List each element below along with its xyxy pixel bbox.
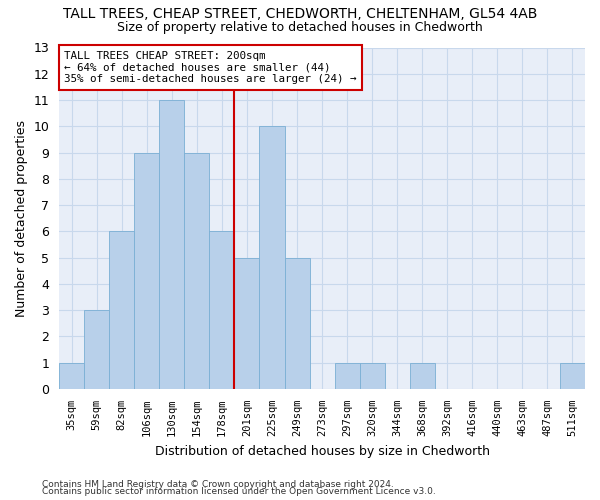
Bar — [184, 152, 209, 389]
Y-axis label: Number of detached properties: Number of detached properties — [15, 120, 28, 316]
Bar — [359, 362, 385, 389]
Text: Contains HM Land Registry data © Crown copyright and database right 2024.: Contains HM Land Registry data © Crown c… — [42, 480, 394, 489]
Bar — [59, 362, 84, 389]
Bar — [284, 258, 310, 389]
Text: TALL TREES CHEAP STREET: 200sqm
← 64% of detached houses are smaller (44)
35% of: TALL TREES CHEAP STREET: 200sqm ← 64% of… — [64, 51, 357, 84]
Bar — [560, 362, 585, 389]
X-axis label: Distribution of detached houses by size in Chedworth: Distribution of detached houses by size … — [155, 444, 490, 458]
Text: TALL TREES, CHEAP STREET, CHEDWORTH, CHELTENHAM, GL54 4AB: TALL TREES, CHEAP STREET, CHEDWORTH, CHE… — [63, 8, 537, 22]
Bar — [160, 100, 184, 389]
Text: Size of property relative to detached houses in Chedworth: Size of property relative to detached ho… — [117, 21, 483, 34]
Bar — [109, 232, 134, 389]
Bar — [235, 258, 259, 389]
Bar — [335, 362, 359, 389]
Bar — [134, 152, 160, 389]
Bar — [410, 362, 435, 389]
Bar — [209, 232, 235, 389]
Text: Contains public sector information licensed under the Open Government Licence v3: Contains public sector information licen… — [42, 488, 436, 496]
Bar — [259, 126, 284, 389]
Bar — [84, 310, 109, 389]
